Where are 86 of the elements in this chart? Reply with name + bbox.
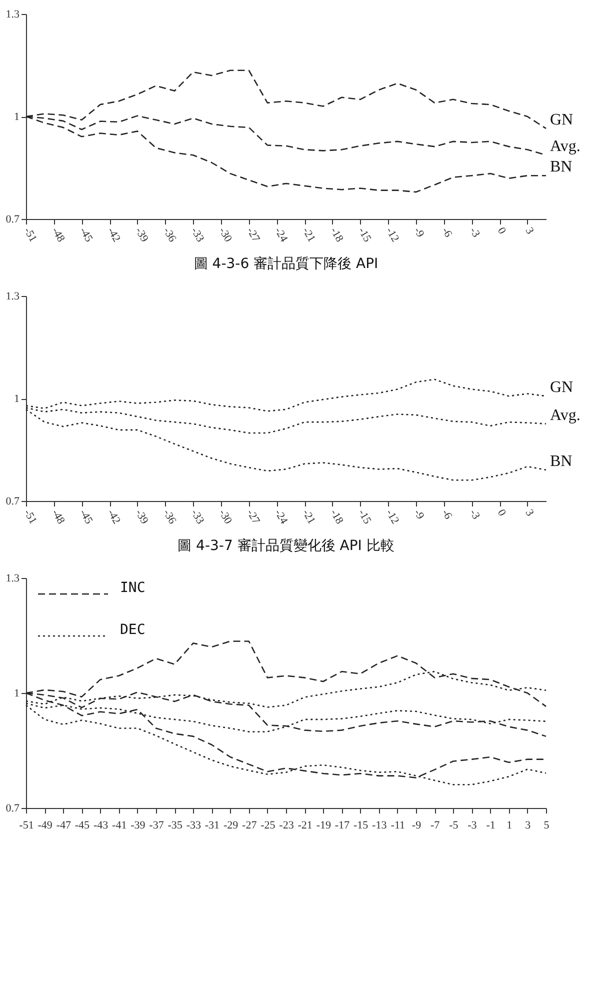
x-tick-label: -18 xyxy=(328,508,346,527)
x-tick-label: -3 xyxy=(467,226,482,240)
series-label: BN xyxy=(550,158,573,176)
x-tick-label: -47 xyxy=(56,820,72,832)
legend-label: INC xyxy=(120,580,146,596)
x-tick-label: -51 xyxy=(21,508,40,526)
x-tick-label: -41 xyxy=(112,820,127,832)
x-tick-label: -3 xyxy=(467,508,482,522)
x-tick-label: -35 xyxy=(168,820,183,832)
y-tick-label: 1 xyxy=(14,111,20,123)
series-label: GN xyxy=(550,111,574,128)
x-tick-label: -11 xyxy=(390,820,406,832)
x-tick-label: -36 xyxy=(160,226,179,245)
text: 圖 4-3-6 審計品質下降後 API xyxy=(194,256,378,272)
x-tick-label: -19 xyxy=(316,820,332,832)
x-tick-label: -30 xyxy=(216,508,234,527)
x-tick-label: -15 xyxy=(356,508,374,527)
x-tick-label: -5 xyxy=(449,820,459,832)
x-tick-label: -33 xyxy=(186,820,202,832)
x-tick-label: -39 xyxy=(130,820,146,832)
y-tick-label: 1.3 xyxy=(6,572,20,584)
x-tick-label: -7 xyxy=(430,820,440,832)
x-tick-label: -48 xyxy=(49,226,68,245)
x-tick-label: -15 xyxy=(356,226,374,245)
x-tick-label: 3 xyxy=(522,508,536,519)
x-tick-label: -27 xyxy=(242,820,258,832)
x-tick-label: -6 xyxy=(439,226,454,240)
x-tick-label: -21 xyxy=(300,508,318,526)
text: 圖 4-3-7 審計品質變化後 API 比較 xyxy=(178,538,394,554)
x-tick-label: 5 xyxy=(544,820,550,832)
x-tick-label: -9 xyxy=(411,226,427,240)
y-tick-label: 0.7 xyxy=(6,214,20,226)
x-tick-label: -15 xyxy=(353,820,369,832)
x-tick-label: -33 xyxy=(188,226,206,245)
x-tick-label: -31 xyxy=(204,820,220,832)
x-tick-label: -9 xyxy=(411,508,427,522)
x-tick-label: -33 xyxy=(188,508,206,527)
x-tick-label: 0 xyxy=(494,508,508,519)
x-tick-label: -13 xyxy=(372,820,388,832)
x-tick-label: -49 xyxy=(38,820,53,832)
x-tick-label: -6 xyxy=(439,508,454,522)
x-tick-label: -48 xyxy=(49,508,68,527)
x-tick-label: -24 xyxy=(272,508,290,527)
x-tick-label: -30 xyxy=(216,226,234,245)
series-label: GN xyxy=(550,379,574,396)
x-tick-label: 3 xyxy=(522,226,536,237)
x-tick-label: -3 xyxy=(468,820,478,832)
y-tick-label: 1 xyxy=(14,393,20,405)
x-tick-label: -21 xyxy=(300,226,318,244)
x-tick-label: -39 xyxy=(132,508,151,527)
legend-label: DEC xyxy=(120,622,146,638)
x-tick-label: -12 xyxy=(383,226,402,244)
y-tick-label: 0.7 xyxy=(6,802,20,814)
x-tick-label: -45 xyxy=(77,226,95,245)
y-tick-label: 1 xyxy=(14,688,20,700)
series-label: Avg. xyxy=(550,138,580,156)
x-tick-label: -27 xyxy=(244,226,262,245)
x-tick-label: -1 xyxy=(486,820,496,832)
x-tick-label: -51 xyxy=(21,226,40,244)
x-tick-label: -17 xyxy=(334,820,350,832)
x-tick-label: -9 xyxy=(412,820,422,832)
x-tick-label: -21 xyxy=(298,820,312,832)
x-tick-label: -27 xyxy=(244,508,262,527)
x-tick-label: 1 xyxy=(506,820,512,832)
series-label: BN xyxy=(550,452,573,470)
x-tick-label: -24 xyxy=(272,226,290,245)
x-tick-label: -25 xyxy=(260,820,276,832)
x-tick-label: -45 xyxy=(77,508,95,527)
y-tick-label: 1.3 xyxy=(6,8,20,20)
x-tick-label: 0 xyxy=(494,226,508,237)
x-tick-label: -12 xyxy=(383,508,402,526)
y-tick-label: 1.3 xyxy=(6,290,20,302)
x-tick-label: 3 xyxy=(525,820,532,832)
x-tick-label: -23 xyxy=(279,820,294,832)
x-tick-label: -43 xyxy=(93,820,109,832)
x-tick-label: -51 xyxy=(19,820,34,832)
x-tick-label: -18 xyxy=(328,226,346,245)
x-tick-label: -42 xyxy=(104,226,123,244)
x-tick-label: -45 xyxy=(74,820,90,832)
x-tick-label: -37 xyxy=(149,820,164,832)
series-label: Avg. xyxy=(550,406,580,424)
x-tick-label: -36 xyxy=(160,508,179,527)
x-tick-label: -42 xyxy=(104,508,123,526)
y-tick-label: 0.7 xyxy=(6,496,20,508)
x-tick-label: -39 xyxy=(132,226,151,245)
x-tick-label: -29 xyxy=(223,820,239,832)
